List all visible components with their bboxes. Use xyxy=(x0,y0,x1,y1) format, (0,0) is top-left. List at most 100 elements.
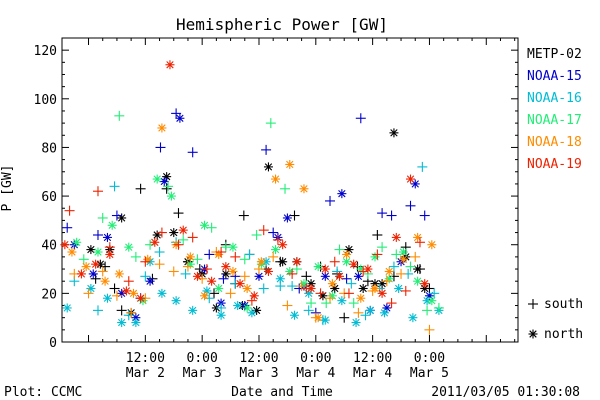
data-point-south xyxy=(332,266,343,277)
marker-legend-south: south xyxy=(528,297,583,312)
data-point-south xyxy=(400,285,411,296)
data-point-south xyxy=(381,276,392,287)
data-point-south xyxy=(111,210,122,221)
data-point-south xyxy=(90,273,101,284)
data-point-south xyxy=(329,256,340,267)
data-point-south xyxy=(355,113,366,124)
data-point-south xyxy=(178,234,189,245)
data-point-north xyxy=(398,247,408,257)
data-point-south xyxy=(348,298,359,309)
north-line-d2 xyxy=(117,214,126,222)
data-point-south xyxy=(156,227,167,238)
data-point-north xyxy=(62,303,72,313)
north-line-d2 xyxy=(271,245,280,254)
north-line-d2 xyxy=(529,330,537,338)
north-line-d2 xyxy=(103,233,112,242)
data-point-north xyxy=(334,271,344,281)
north-line-d2 xyxy=(342,258,351,266)
data-point-north xyxy=(370,252,380,262)
data-point-south xyxy=(391,249,402,260)
north-line-d2 xyxy=(166,61,174,69)
data-point-south xyxy=(246,295,257,306)
north-line-d2 xyxy=(406,175,415,183)
y-tick-label: 0 xyxy=(49,336,57,351)
north-line-d2 xyxy=(248,309,256,317)
north-line-d2 xyxy=(176,114,184,122)
legend-entry-noaa-17: NOAA-17 xyxy=(527,113,582,128)
x-tick-label-date: Mar 5 xyxy=(410,366,449,381)
data-point-north xyxy=(157,123,167,133)
data-point-north xyxy=(145,276,155,286)
north-line-d2 xyxy=(217,311,225,319)
data-point-north xyxy=(214,283,224,293)
north-line-d2 xyxy=(125,243,133,251)
data-point-north xyxy=(299,184,309,194)
north-line-d2 xyxy=(364,265,372,273)
data-point-south xyxy=(265,118,276,129)
data-point-south xyxy=(154,247,165,258)
data-point-south xyxy=(197,273,208,284)
data-point-north xyxy=(242,283,252,293)
data-point-south xyxy=(325,195,336,206)
y-axis-label: P [GW] xyxy=(0,165,15,212)
x-tick-label-time: 0:00 xyxy=(414,351,445,366)
data-point-north xyxy=(413,264,423,274)
data-point-north xyxy=(249,291,259,301)
data-point-north xyxy=(282,213,292,223)
data-point-south xyxy=(325,293,336,304)
north-line-d2 xyxy=(189,306,197,315)
north-line-d2 xyxy=(357,294,365,302)
data-point-south xyxy=(206,222,217,233)
data-point-south xyxy=(168,266,179,277)
north-line-d2 xyxy=(366,306,374,315)
data-point-north xyxy=(214,249,224,259)
data-point-south xyxy=(272,234,283,245)
data-point-north xyxy=(175,113,185,123)
data-point-north xyxy=(320,271,330,281)
y-tick-label: 80 xyxy=(41,141,57,156)
north-line-d2 xyxy=(229,243,237,251)
data-point-north xyxy=(242,303,252,313)
data-point-south xyxy=(209,288,219,299)
data-point-south xyxy=(405,261,416,272)
north-line-d2 xyxy=(385,267,393,276)
legend-entry-noaa-15: NOAA-15 xyxy=(527,69,582,84)
data-point-north xyxy=(365,305,375,315)
data-point-north xyxy=(427,240,437,250)
data-point-south xyxy=(92,229,103,240)
north-line-d2 xyxy=(77,270,86,278)
north-line-d2 xyxy=(200,221,209,229)
north-line-d2 xyxy=(106,250,114,259)
data-point-south xyxy=(204,249,215,260)
marker-legend: south north xyxy=(528,297,583,342)
legend-entry-noaa-16: NOAA-16 xyxy=(527,91,582,106)
data-point-south xyxy=(163,181,174,192)
data-point-north xyxy=(150,237,160,247)
data-point-north xyxy=(228,266,238,276)
data-point-south xyxy=(424,324,435,335)
north-line-d2 xyxy=(233,301,242,310)
data-point-south xyxy=(287,281,298,292)
north-line-d2 xyxy=(243,304,251,312)
data-point-north xyxy=(278,240,288,250)
north-line-d2 xyxy=(338,296,346,305)
north-line-d2 xyxy=(359,284,367,293)
north-line-d2 xyxy=(392,233,400,242)
data-point-south xyxy=(62,222,73,233)
data-point-south xyxy=(346,278,357,289)
data-point-south xyxy=(339,312,350,323)
north-line-d2 xyxy=(338,189,346,198)
north-line-d2 xyxy=(390,129,398,137)
north-line-d2 xyxy=(411,180,419,188)
data-point-south xyxy=(261,144,272,155)
series-noaa-18 xyxy=(67,123,437,335)
data-point-north xyxy=(252,305,262,315)
north-line-d2 xyxy=(428,296,436,305)
data-point-north xyxy=(117,318,127,328)
data-point-north xyxy=(263,266,273,276)
data-point-north xyxy=(157,288,167,298)
data-point-south xyxy=(123,276,134,287)
north-line-d2 xyxy=(328,279,337,288)
data-point-south xyxy=(216,247,227,258)
x-tick-label-time: 12:00 xyxy=(126,351,165,366)
